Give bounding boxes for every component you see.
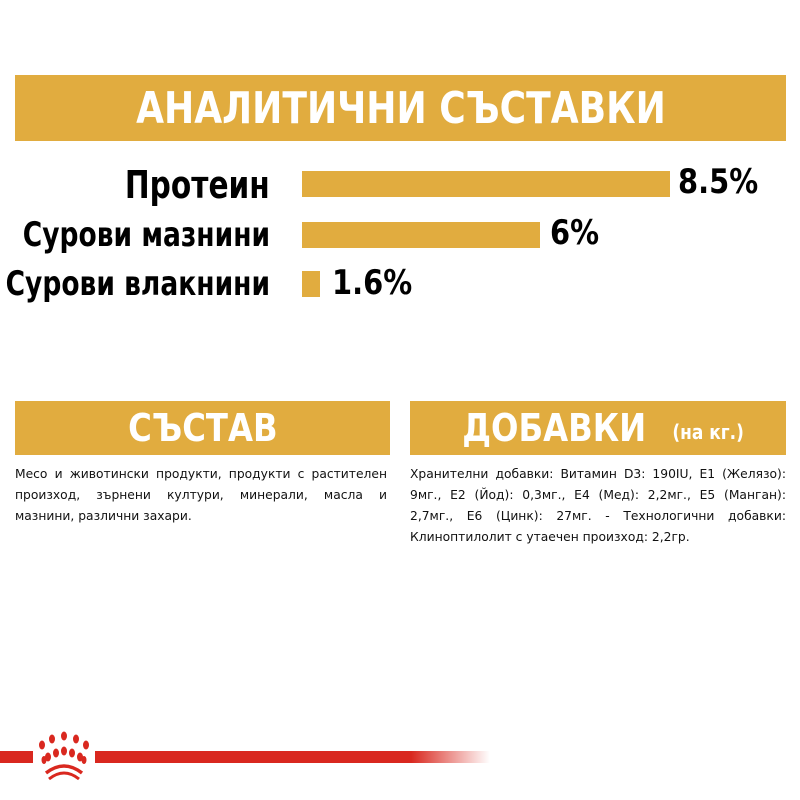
value-fat: 6% <box>550 213 600 253</box>
value-fibre: 1.6% <box>332 263 413 303</box>
additives-header: ДОБАВКИ (на кг.) <box>410 401 786 455</box>
row-label-protein: Протеин <box>125 163 270 207</box>
additives-title: ДОБАВКИ <box>461 406 646 450</box>
composition-title: СЪСТАВ <box>127 406 278 450</box>
bar-protein <box>302 171 670 197</box>
composition-text: Месо и животински продукти, продукти с р… <box>15 467 387 523</box>
value-protein: 8.5% <box>678 162 759 202</box>
analytical-constituents-title: АНАЛИТИЧНИ СЪСТАВКИ <box>135 82 666 134</box>
bar-fibre <box>302 271 320 297</box>
bar-fat <box>302 222 540 248</box>
royal-canin-crown-icon <box>39 731 89 781</box>
analytical-constituents-header: АНАЛИТИЧНИ СЪСТАВКИ <box>15 75 786 141</box>
footer-red-line-right <box>95 751 490 763</box>
row-label-fibre: Сурови влакнини <box>5 264 270 304</box>
additives-subtitle: (на кг.) <box>672 420 744 444</box>
composition-header: СЪСТАВ <box>15 401 390 455</box>
row-label-fat: Сурови мазнини <box>22 215 270 255</box>
additives-text: Хранителни добавки: Витамин D3: 190IU, E… <box>410 467 786 544</box>
footer-red-line-left <box>0 751 33 763</box>
